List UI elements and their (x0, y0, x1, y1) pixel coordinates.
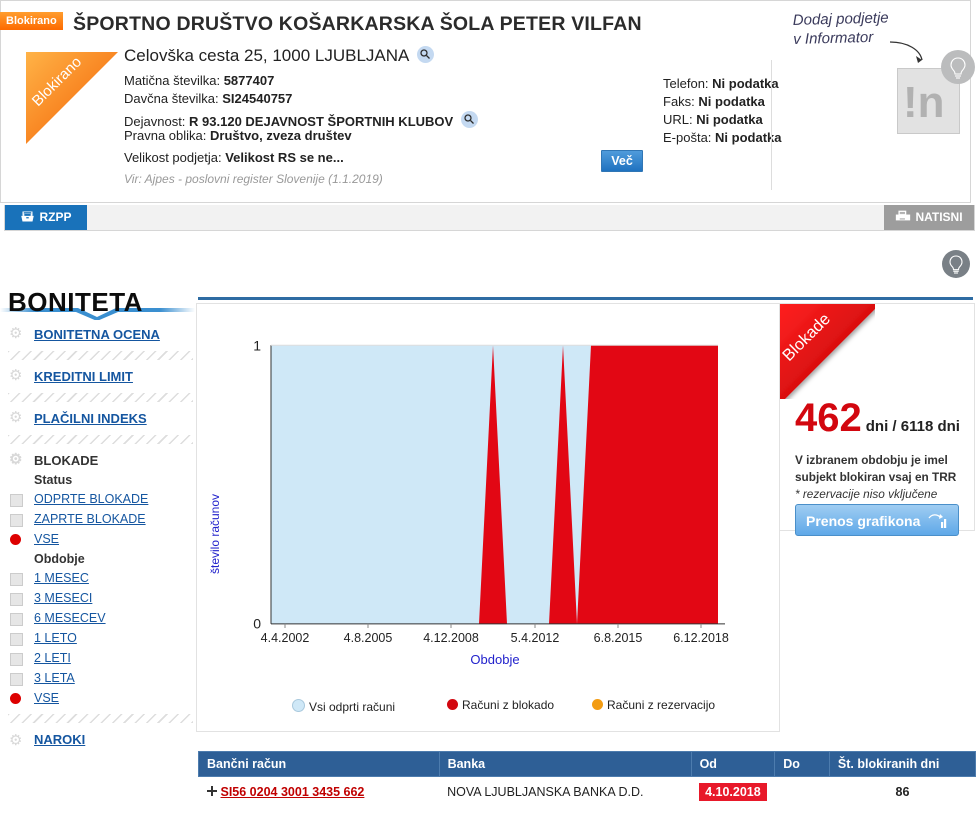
svg-text:4.12.2008: 4.12.2008 (423, 631, 479, 645)
svg-text:4.8.2005: 4.8.2005 (344, 631, 393, 645)
svg-text:1: 1 (253, 338, 261, 354)
svg-text:6.12.2018: 6.12.2018 (673, 631, 729, 645)
svg-text:4.4.2002: 4.4.2002 (261, 631, 310, 645)
svg-text:5.4.2012: 5.4.2012 (511, 631, 560, 645)
svg-text:0: 0 (253, 616, 261, 632)
svg-text:število računov: število računov (208, 494, 222, 574)
svg-text:!n: !n (903, 78, 945, 127)
svg-text:Obdobje: Obdobje (470, 652, 519, 667)
svg-text:6.8.2015: 6.8.2015 (594, 631, 643, 645)
